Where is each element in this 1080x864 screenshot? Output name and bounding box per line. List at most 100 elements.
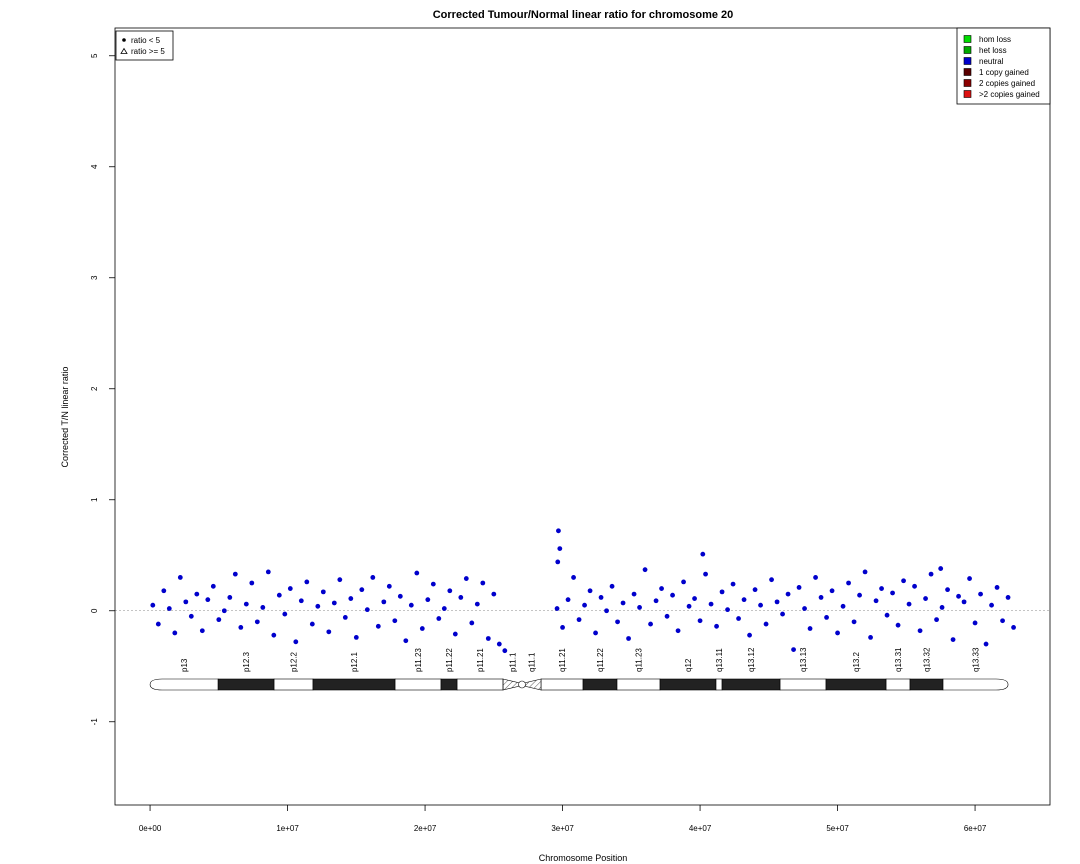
data-point xyxy=(555,559,561,565)
data-point xyxy=(1005,595,1011,600)
legend-swatch xyxy=(963,79,972,87)
band-label: p13 xyxy=(180,658,189,672)
data-point xyxy=(961,599,967,605)
legend-symbol xyxy=(120,47,128,54)
shape-legend-box xyxy=(115,30,174,61)
data-point xyxy=(271,632,277,638)
ideogram-band xyxy=(885,678,911,691)
legend-label: 1 copy gained xyxy=(979,68,1029,77)
y-tick-label: 3 xyxy=(90,275,99,280)
data-point xyxy=(161,588,167,594)
data-point xyxy=(868,634,873,640)
data-point xyxy=(386,583,392,589)
data-point xyxy=(873,598,879,604)
data-point xyxy=(370,575,376,580)
ideogram-band xyxy=(779,678,827,691)
data-point xyxy=(851,619,857,625)
data-point xyxy=(945,587,950,593)
data-point xyxy=(276,592,282,598)
data-point xyxy=(593,630,598,636)
data-point xyxy=(463,576,469,581)
data-point xyxy=(293,639,299,645)
data-point xyxy=(659,586,664,591)
data-point xyxy=(331,600,337,606)
data-point xyxy=(337,577,343,583)
data-point xyxy=(320,589,326,595)
data-point xyxy=(802,606,807,611)
centromere xyxy=(518,680,526,689)
data-point xyxy=(166,606,172,611)
band-label: q11.23 xyxy=(635,648,644,672)
data-point xyxy=(150,602,156,608)
y-tick-label: 4 xyxy=(90,164,99,169)
data-point xyxy=(862,569,868,575)
legend-swatch xyxy=(963,68,972,76)
band-label: q12 xyxy=(684,658,693,672)
data-point xyxy=(956,593,961,599)
legend-swatch xyxy=(963,35,972,43)
data-point xyxy=(983,641,989,647)
data-point xyxy=(364,607,370,613)
data-point xyxy=(381,599,387,605)
data-point xyxy=(967,576,972,581)
data-point xyxy=(972,620,978,626)
x-tick-label: 2e+07 xyxy=(414,824,437,833)
data-point xyxy=(692,596,697,601)
x-tick-label: 3e+07 xyxy=(551,824,574,833)
data-point xyxy=(604,608,609,614)
data-point xyxy=(298,598,304,604)
data-point xyxy=(938,566,944,571)
data-point xyxy=(752,587,758,593)
band-label: p12.2 xyxy=(290,651,299,672)
legend-symbol xyxy=(122,38,126,42)
data-point xyxy=(736,616,741,621)
band-label: q13.2 xyxy=(852,651,861,672)
data-point xyxy=(177,575,183,580)
ideogram-band xyxy=(217,678,275,691)
data-point xyxy=(857,592,862,598)
data-point xyxy=(835,630,840,636)
data-point xyxy=(719,589,725,595)
data-point xyxy=(496,641,502,647)
data-point xyxy=(1000,618,1005,624)
data-point xyxy=(901,578,906,584)
data-point xyxy=(978,591,983,597)
data-point xyxy=(199,628,205,634)
data-point xyxy=(353,634,359,640)
data-point xyxy=(675,628,681,634)
data-point xyxy=(884,612,890,618)
x-tick-label: 5e+07 xyxy=(826,824,849,833)
data-point xyxy=(664,613,670,619)
data-point xyxy=(994,585,1000,590)
data-point xyxy=(598,595,604,600)
data-point xyxy=(928,571,934,577)
data-point xyxy=(642,567,648,573)
legend-box xyxy=(956,27,1051,105)
band-label: p12.3 xyxy=(242,651,251,672)
data-point xyxy=(414,570,420,576)
data-point xyxy=(254,619,260,625)
ideogram-band xyxy=(942,678,1009,691)
data-point xyxy=(480,580,486,586)
data-point xyxy=(502,648,508,654)
data-point xyxy=(210,583,216,589)
band-label: p11.21 xyxy=(476,648,485,672)
data-point xyxy=(879,586,884,591)
data-point xyxy=(725,607,730,613)
data-point xyxy=(194,591,200,597)
data-point xyxy=(560,625,565,630)
data-point xyxy=(392,618,398,624)
data-point xyxy=(309,621,315,627)
x-axis-label: Chromosome Position xyxy=(539,853,628,863)
data-point xyxy=(232,571,238,577)
data-point xyxy=(895,622,901,628)
data-point xyxy=(796,585,802,590)
ideogram-band xyxy=(582,678,618,691)
data-point xyxy=(774,599,780,605)
ideogram-band xyxy=(149,678,219,691)
data-point xyxy=(469,620,475,626)
band-label: q11.21 xyxy=(558,648,567,672)
data-point xyxy=(818,595,824,600)
ideogram-band xyxy=(540,678,584,691)
